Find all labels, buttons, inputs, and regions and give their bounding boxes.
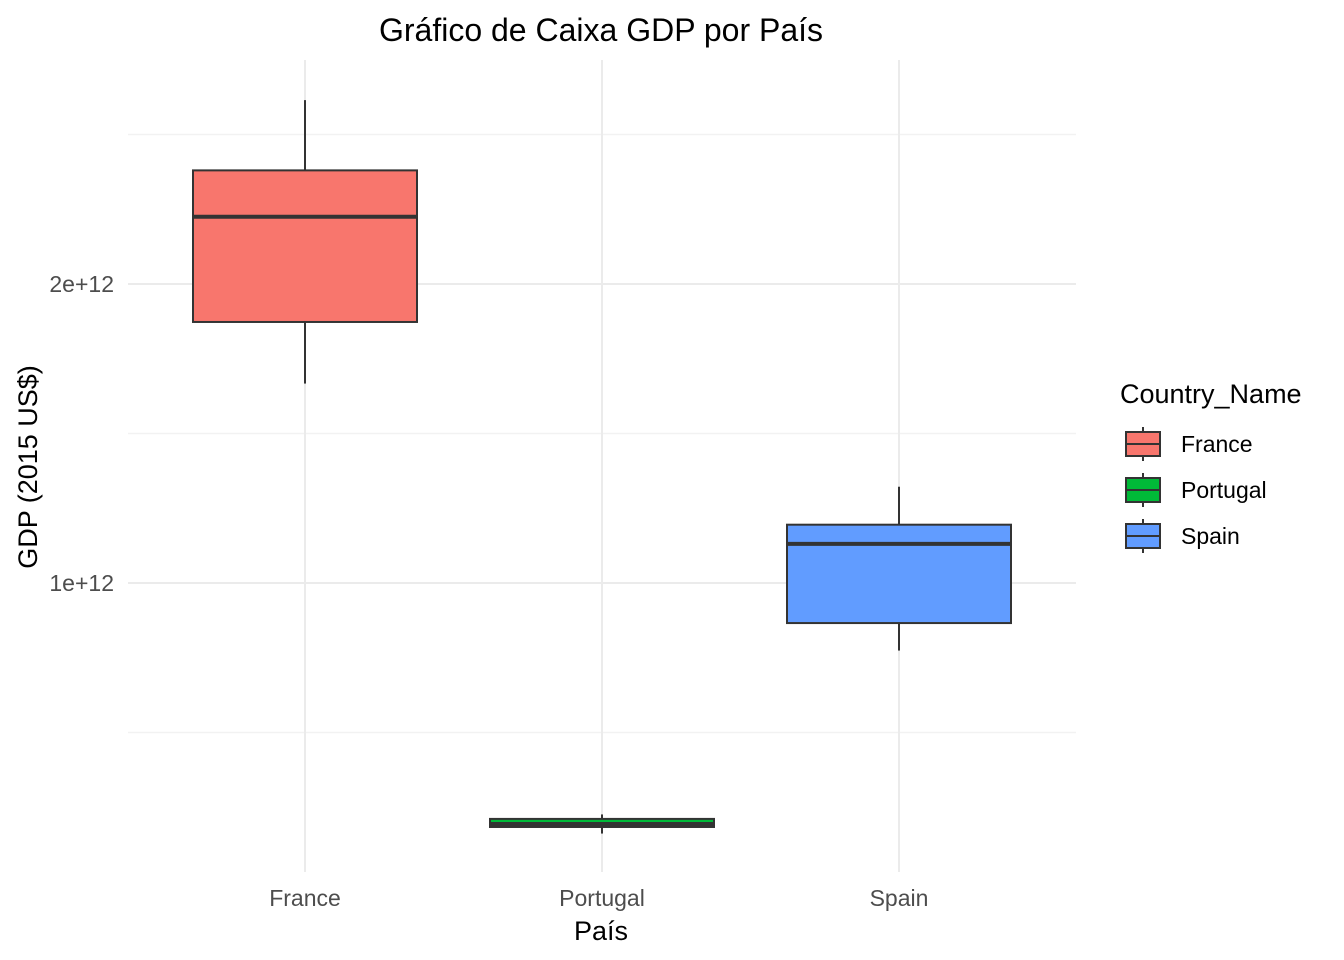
x-tick-label: France xyxy=(269,885,341,911)
y-axis-title: GDP (2015 US$) xyxy=(13,365,43,569)
iqr-box xyxy=(786,523,1012,625)
legend-label: Portugal xyxy=(1181,477,1267,503)
y-tick-label: 1e+12 xyxy=(49,570,114,596)
legend-key-france xyxy=(1125,427,1161,461)
x-tick-label: Spain xyxy=(870,885,929,911)
x-tick-labels: France Portugal Spain xyxy=(269,885,928,911)
y-tick-labels: 1e+12 2e+12 xyxy=(49,271,114,596)
x-tick-label: Portugal xyxy=(559,885,645,911)
iqr-box xyxy=(192,169,418,323)
legend-title: Country_Name xyxy=(1120,379,1302,409)
legend-key-portugal xyxy=(1125,473,1161,507)
boxes xyxy=(192,100,1012,834)
chart-title: Gráfico de Caixa GDP por País xyxy=(379,12,823,48)
x-axis-title: País xyxy=(574,916,628,946)
box-portugal xyxy=(489,814,715,834)
box-spain xyxy=(786,486,1012,651)
y-tick-label: 2e+12 xyxy=(49,271,114,297)
legend-label: Spain xyxy=(1181,523,1240,549)
legend: Country_Name France Portugal Spain xyxy=(1120,379,1302,553)
legend-key-spain xyxy=(1125,519,1161,553)
box-france xyxy=(192,100,418,384)
legend-label: France xyxy=(1181,431,1253,457)
